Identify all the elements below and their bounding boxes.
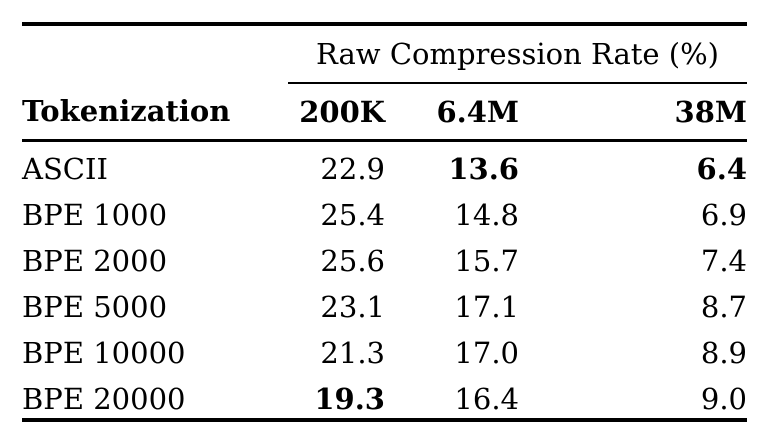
col-header-tokenization: Tokenization (22, 83, 288, 142)
value-cell: 22.9 (320, 152, 385, 186)
column-header-row: Tokenization 200K 6.4M 38M (22, 83, 747, 142)
value-cell: 25.4 (320, 198, 385, 232)
col-header-38m: 38M (519, 83, 747, 142)
value-cell: 6.9 (700, 198, 747, 232)
value-cell: 21.3 (320, 336, 385, 370)
value-cell: 17.1 (454, 290, 519, 324)
table-row-bpe-1000: BPE 1000 25.4 14.8 6.9 (22, 188, 747, 234)
value-cell: 16.4 (454, 382, 519, 416)
value-cell: 13.6 (448, 152, 519, 186)
span-header: Raw Compression Rate (%) (288, 24, 747, 84)
row-label: BPE 20000 (22, 382, 186, 416)
value-cell: 9.0 (700, 382, 747, 416)
empty-header-cell (22, 24, 288, 83)
table-row-bpe-2000: BPE 2000 25.6 15.7 7.4 (22, 234, 747, 280)
col-header-200k: 200K (288, 83, 385, 142)
value-cell: 15.7 (454, 244, 519, 278)
table-row-bpe-20000: BPE 20000 19.3 16.4 9.0 (22, 372, 747, 420)
row-label: BPE 10000 (22, 336, 186, 370)
value-cell: 14.8 (454, 198, 519, 232)
col-header-6-4m: 6.4M (385, 83, 519, 142)
table-row-bpe-10000: BPE 10000 21.3 17.0 8.9 (22, 326, 747, 372)
value-cell: 17.0 (454, 336, 519, 370)
value-cell: 8.7 (700, 290, 747, 324)
row-label: BPE 1000 (22, 198, 168, 232)
row-label: BPE 2000 (22, 244, 168, 278)
table-row-bpe-5000: BPE 5000 23.1 17.1 8.7 (22, 280, 747, 326)
value-cell: 6.4 (696, 152, 747, 186)
value-cell: 25.6 (320, 244, 385, 278)
table-row-ascii: ASCII 22.9 13.6 6.4 (22, 141, 747, 189)
row-label: BPE 5000 (22, 290, 168, 324)
value-cell: 23.1 (320, 290, 385, 324)
span-header-row: Raw Compression Rate (%) (22, 24, 747, 84)
value-cell: 19.3 (314, 382, 385, 416)
value-cell: 8.9 (700, 336, 747, 370)
row-label: ASCII (22, 152, 108, 186)
value-cell: 7.4 (700, 244, 747, 278)
compression-rate-table: Raw Compression Rate (%) Tokenization 20… (22, 22, 747, 422)
